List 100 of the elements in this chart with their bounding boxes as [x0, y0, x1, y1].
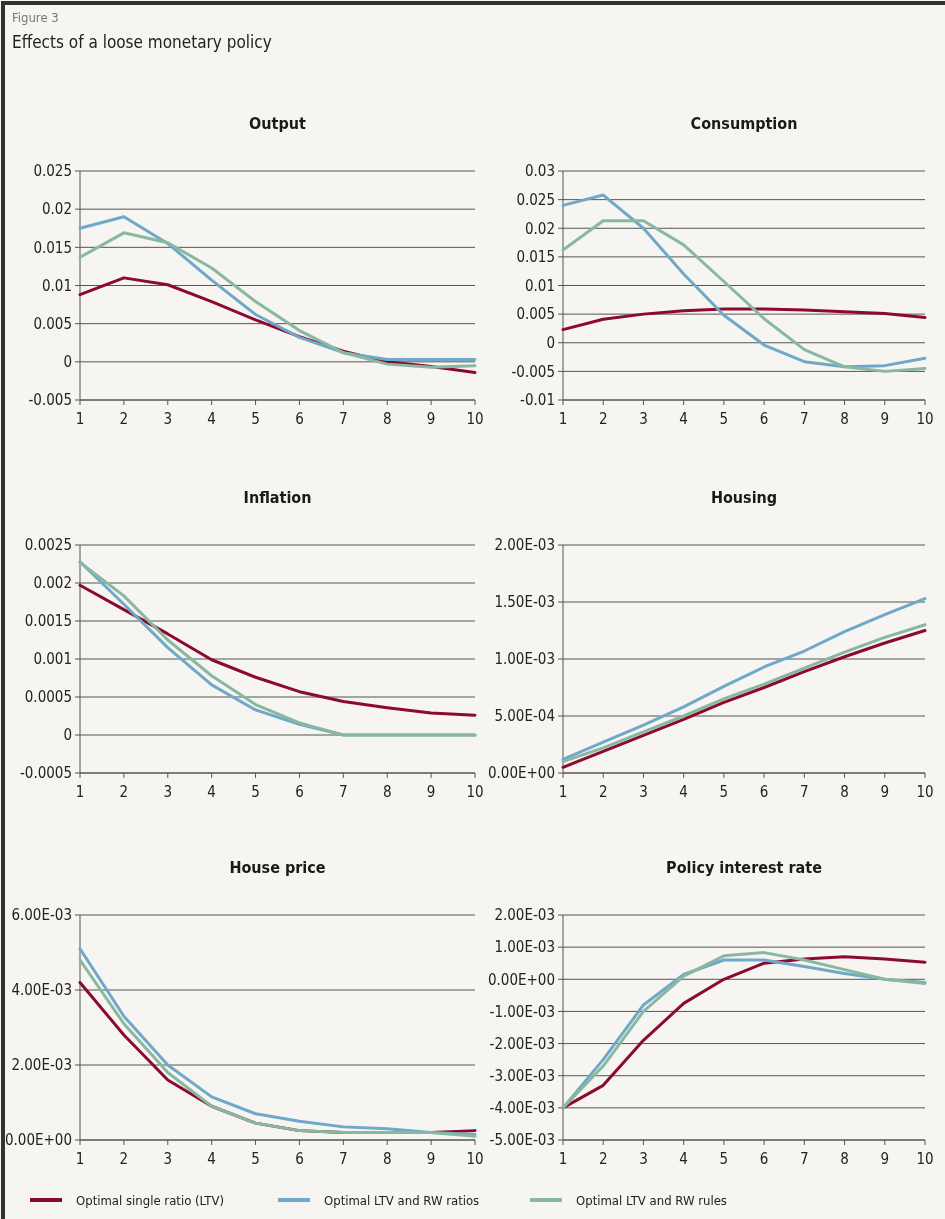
x-tick-label: 2 — [119, 410, 129, 428]
y-tick-label: 1.00E-03 — [494, 938, 555, 957]
x-tick-label: 8 — [840, 783, 849, 801]
x-tick-label: 3 — [639, 783, 648, 801]
x-tick-label: 10 — [466, 1150, 484, 1168]
y-tick-label: 0.005 — [516, 305, 555, 324]
x-tick-label: 5 — [719, 783, 729, 801]
x-tick-label: 5 — [719, 410, 729, 428]
x-tick-label: 2 — [119, 1150, 129, 1168]
y-tick-label: 0.0025 — [24, 536, 72, 555]
x-tick-label: 3 — [639, 1150, 648, 1168]
caption: Figure 3 — [12, 10, 59, 25]
chart-title: Policy interest rate — [666, 858, 823, 877]
x-tick-label: 4 — [679, 783, 688, 801]
text: Effects of a loose monetary policy — [12, 32, 272, 52]
x-tick-label: 7 — [800, 783, 809, 801]
x-tick-label: 9 — [880, 410, 890, 428]
chart-title: Output — [249, 114, 307, 133]
x-tick-label: 6 — [295, 783, 304, 801]
x-tick-label: 3 — [163, 410, 173, 428]
y-tick-label: -2.00E-03 — [489, 1034, 555, 1053]
x-tick-label: 2 — [598, 1150, 608, 1168]
chart-title: Inflation — [243, 488, 312, 507]
x-tick-label: 7 — [800, 1150, 809, 1168]
x-tick-label: 1 — [75, 1150, 85, 1168]
y-tick-label: 4.00E-03 — [11, 981, 72, 1000]
legend-label: Optimal LTV and RW ratios — [324, 1192, 480, 1208]
x-tick-label: 8 — [382, 1150, 392, 1168]
y-tick-label: 5.00E-04 — [494, 707, 555, 726]
x-tick-label: 1 — [558, 783, 568, 801]
y-tick-label: -5.00E-03 — [489, 1131, 555, 1150]
x-tick-label: 7 — [339, 1150, 348, 1168]
x-tick-label: 3 — [163, 1150, 173, 1168]
x-tick-label: 7 — [800, 410, 809, 428]
y-tick-label: 1.50E-03 — [494, 593, 555, 612]
y-tick-label: 0.015 — [516, 248, 555, 267]
x-tick-label: 8 — [840, 1150, 849, 1168]
y-tick-label: 0.01 — [524, 276, 555, 295]
y-tick-label: 0.01 — [41, 276, 72, 295]
x-tick-label: 10 — [916, 1150, 934, 1168]
x-tick-label: 5 — [719, 1150, 729, 1168]
legend-label: Optimal LTV and RW rules — [576, 1192, 727, 1208]
y-tick-label: 0.025 — [33, 162, 72, 181]
x-tick-label: 2 — [598, 410, 608, 428]
x-tick-label: 4 — [207, 410, 216, 428]
chart-title: Consumption — [690, 114, 798, 133]
y-tick-label: 0.02 — [524, 219, 555, 238]
x-tick-label: 9 — [880, 1150, 890, 1168]
x-tick-label: 2 — [598, 783, 608, 801]
y-tick-label: 2.00E-03 — [494, 536, 555, 555]
x-tick-label: 1 — [558, 1150, 568, 1168]
chart-title: Housing — [710, 488, 778, 507]
y-tick-label: -1.00E-03 — [489, 1002, 555, 1021]
x-tick-label: 6 — [295, 410, 304, 428]
x-tick-label: 6 — [759, 410, 769, 428]
y-tick-label: 0.03 — [524, 162, 555, 181]
x-tick-label: 7 — [339, 783, 348, 801]
y-tick-label: 0 — [63, 353, 72, 372]
x-tick-label: 8 — [382, 783, 392, 801]
y-tick-label: -0.005 — [28, 391, 72, 410]
x-tick-label: 9 — [426, 783, 436, 801]
y-tick-label: -0.005 — [511, 362, 555, 381]
x-tick-label: 1 — [558, 410, 568, 428]
x-tick-label: 8 — [382, 410, 392, 428]
x-tick-label: 1 — [75, 783, 85, 801]
y-tick-label: 0.002 — [33, 574, 72, 593]
x-tick-label: 7 — [339, 410, 348, 428]
x-tick-label: 6 — [759, 1150, 769, 1168]
y-tick-label: 0 — [546, 334, 555, 352]
y-tick-label: 0.00E+00 — [487, 764, 555, 783]
x-tick-label: 2 — [119, 783, 129, 801]
x-tick-label: 5 — [251, 783, 260, 801]
y-tick-label: -0.0005 — [19, 764, 72, 783]
x-tick-label: 10 — [466, 410, 484, 428]
y-tick-label: 2.00E-03 — [494, 906, 555, 925]
x-tick-label: 10 — [916, 410, 934, 428]
y-tick-label: 2.00E-03 — [11, 1056, 72, 1075]
x-tick-label: 4 — [679, 1150, 688, 1168]
x-tick-label: 6 — [759, 783, 769, 801]
y-tick-label: 0.001 — [33, 650, 72, 669]
x-tick-label: 10 — [916, 783, 934, 801]
x-tick-label: 3 — [163, 783, 173, 801]
x-tick-label: 1 — [75, 410, 85, 428]
x-tick-label: 4 — [207, 783, 216, 801]
y-tick-label: 1.00E-03 — [494, 650, 555, 669]
y-tick-label: 0.0015 — [24, 612, 72, 631]
x-tick-label: 6 — [295, 1150, 304, 1168]
y-tick-label: 0.015 — [33, 238, 72, 257]
y-tick-label: 0.00E+00 — [4, 1131, 72, 1150]
y-tick-label: 0 — [63, 726, 72, 745]
y-tick-label: -4.00E-03 — [489, 1099, 555, 1118]
x-tick-label: 4 — [679, 410, 688, 428]
y-tick-label: 0.0005 — [24, 688, 72, 707]
y-tick-label: 0.005 — [33, 314, 72, 333]
chart-title: House price — [229, 858, 326, 877]
x-tick-label: 3 — [639, 410, 648, 428]
y-tick-label: 6.00E-03 — [11, 906, 72, 925]
x-tick-label: 9 — [426, 1150, 436, 1168]
x-tick-label: 5 — [251, 410, 260, 428]
x-tick-label: 9 — [880, 783, 890, 801]
